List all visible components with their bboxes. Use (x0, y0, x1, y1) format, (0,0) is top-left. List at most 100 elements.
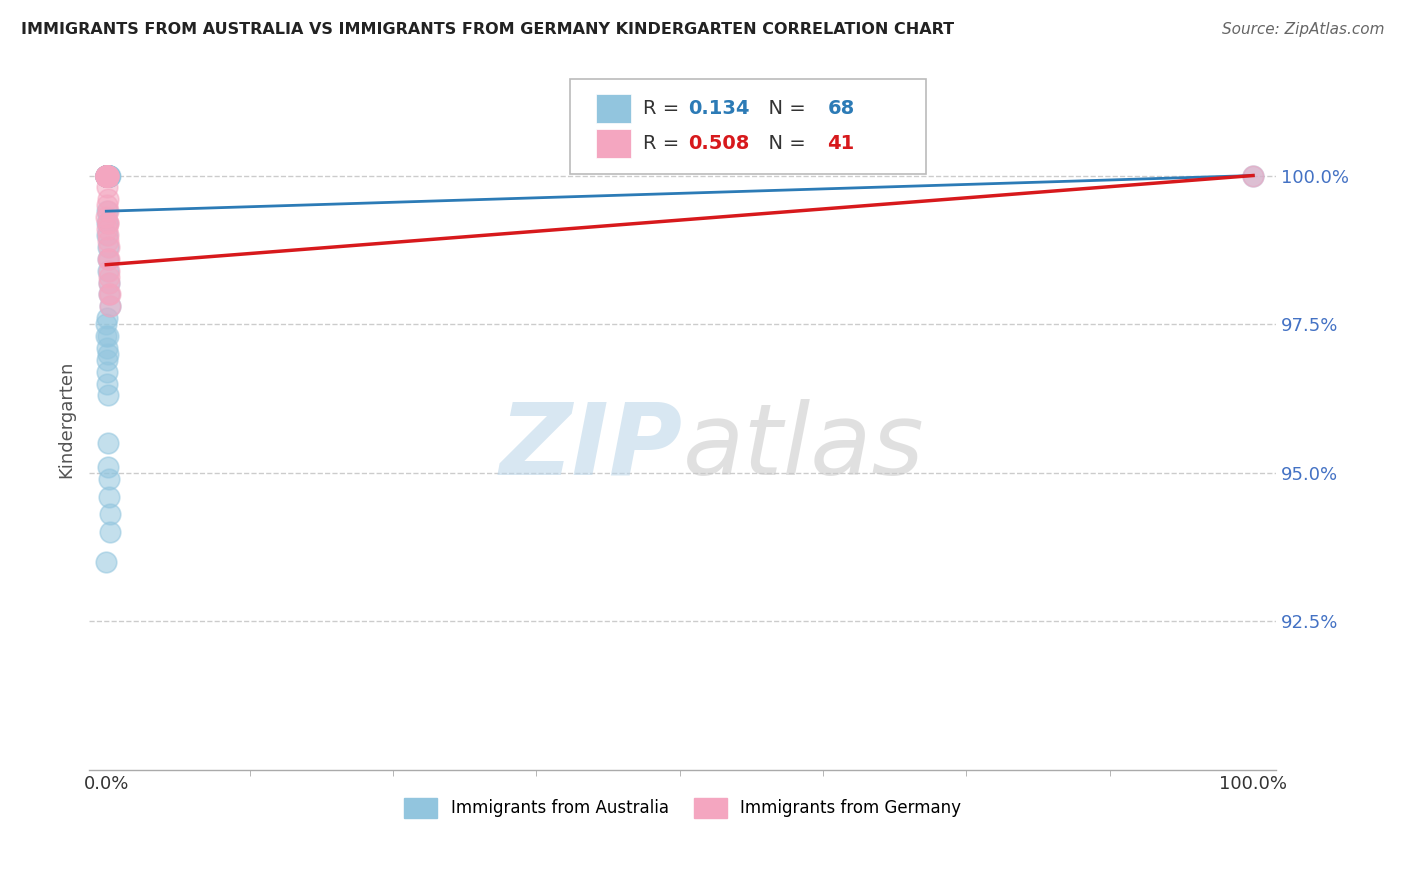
Point (96, 169, 118, 183)
Point (97, 169, 120, 183)
Text: N =: N = (756, 134, 813, 153)
Point (96, 169, 118, 183)
Point (97, 269, 120, 284)
Point (96, 169, 118, 183)
Point (96, 169, 118, 183)
Point (96, 317, 118, 331)
Point (97, 204, 120, 219)
Point (97, 240, 120, 254)
Point (97, 169, 120, 183)
Point (96, 169, 118, 183)
Point (96, 169, 118, 183)
Point (96, 169, 118, 183)
Text: Source: ZipAtlas.com: Source: ZipAtlas.com (1222, 22, 1385, 37)
Point (97, 329, 120, 343)
Point (97, 388, 120, 402)
Bar (596, 94, 631, 123)
Point (96, 169, 118, 183)
Point (96, 169, 118, 183)
Point (98, 169, 121, 183)
Point (96, 210, 118, 224)
Point (96, 169, 118, 183)
Legend: Immigrants from Australia, Immigrants from Germany: Immigrants from Australia, Immigrants fr… (396, 791, 967, 825)
Point (96, 169, 118, 183)
Point (97, 169, 120, 183)
Point (96, 180, 118, 194)
Point (96, 222, 118, 236)
Point (96, 169, 118, 183)
Point (97, 252, 120, 266)
Point (96, 216, 118, 230)
Point (98, 287, 121, 301)
Point (98, 169, 121, 183)
Point (97, 169, 120, 183)
Point (96, 227, 118, 242)
Point (96, 169, 118, 183)
Point (97, 252, 120, 266)
Point (98, 508, 121, 522)
Point (96, 555, 118, 569)
Point (98, 299, 121, 313)
Point (97, 263, 120, 277)
Point (96, 376, 118, 391)
Point (98, 169, 121, 183)
Point (98, 263, 121, 277)
Bar (596, 128, 631, 158)
Point (97, 472, 120, 486)
Point (98, 525, 121, 540)
Point (97, 459, 120, 474)
Point (1241, 169, 1264, 183)
Point (96, 329, 118, 343)
Text: R =: R = (644, 134, 686, 153)
Point (96, 169, 118, 183)
Point (1241, 169, 1264, 183)
Point (96, 169, 118, 183)
Point (96, 169, 118, 183)
Point (96, 169, 118, 183)
Point (97, 169, 120, 183)
FancyBboxPatch shape (569, 79, 925, 174)
Y-axis label: Kindergarten: Kindergarten (58, 360, 75, 478)
Point (98, 276, 121, 290)
Point (98, 299, 121, 313)
Point (96, 169, 118, 183)
Point (97, 347, 120, 361)
Point (97, 169, 120, 183)
Point (96, 352, 118, 367)
Point (96, 169, 118, 183)
Point (96, 169, 118, 183)
Point (97, 169, 120, 183)
Point (97, 169, 120, 183)
Point (96, 365, 118, 379)
Point (97, 240, 120, 254)
Text: 0.134: 0.134 (689, 99, 749, 118)
Text: R =: R = (644, 99, 686, 118)
Point (96, 169, 118, 183)
Point (96, 169, 118, 183)
Point (97, 169, 120, 183)
Point (97, 169, 120, 183)
Point (96, 169, 118, 183)
Text: 68: 68 (827, 99, 855, 118)
Point (97, 252, 120, 266)
Point (96, 311, 118, 326)
Point (96, 169, 118, 183)
Point (96, 169, 118, 183)
Point (96, 169, 118, 183)
Point (97, 216, 120, 230)
Point (96, 169, 118, 183)
Point (97, 192, 120, 206)
Point (96, 169, 118, 183)
Point (96, 341, 118, 355)
Point (96, 198, 118, 212)
Text: atlas: atlas (682, 399, 924, 496)
Point (97, 169, 120, 183)
Point (98, 490, 121, 504)
Point (96, 169, 118, 183)
Point (96, 169, 118, 183)
Text: 0.508: 0.508 (689, 134, 749, 153)
Point (97, 227, 120, 242)
Point (97, 276, 120, 290)
Point (98, 169, 121, 183)
Point (97, 169, 120, 183)
